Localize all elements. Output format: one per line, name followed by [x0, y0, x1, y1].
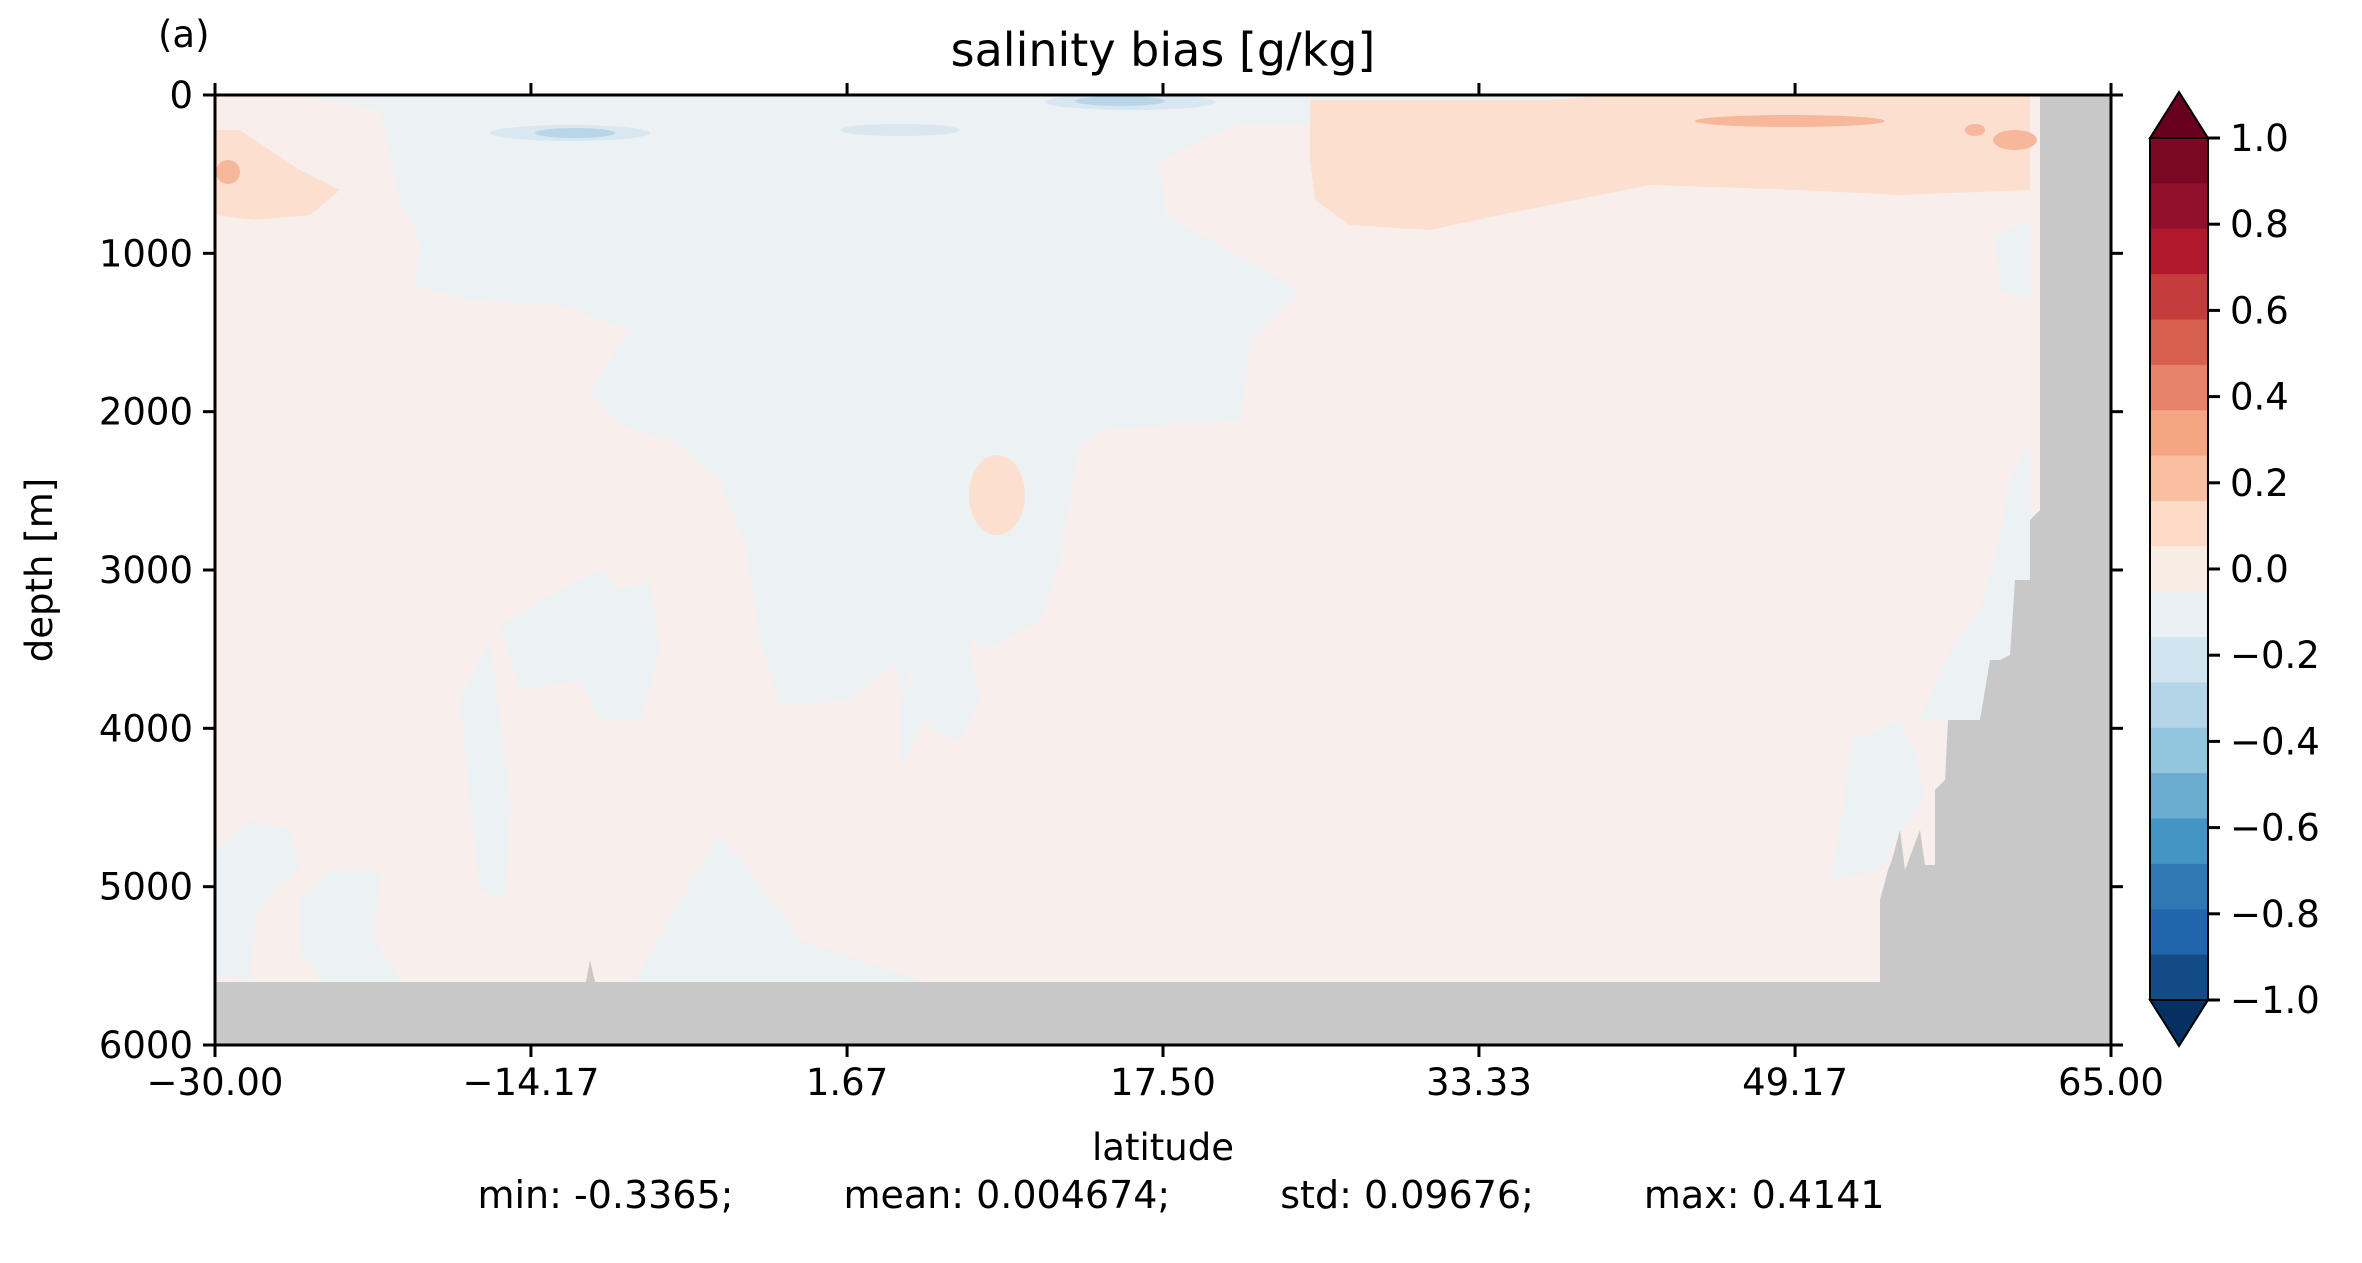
south-bottom-negative [630, 835, 925, 990]
colorbar-level [2150, 773, 2208, 820]
x-tick-label: 33.33 [1426, 1061, 1532, 1104]
x-tick-label: −14.17 [462, 1061, 599, 1104]
chart-title: salinity bias [g/kg] [951, 23, 1376, 77]
x-tick-label: 49.17 [1742, 1061, 1848, 1104]
x-tick-label: 17.50 [1110, 1061, 1216, 1104]
northern-shelf-negative [1995, 220, 2030, 300]
colorbar-level [2150, 727, 2208, 774]
y-tick-label: 2000 [99, 391, 193, 434]
y-tick-label: 5000 [99, 866, 193, 909]
surface-core-center [1075, 96, 1165, 106]
positive-core-west [216, 160, 240, 184]
colorbar-tick-label: −1.0 [2230, 979, 2320, 1022]
y-tick-label: 3000 [99, 549, 193, 592]
stat-std: std: 0.09676; [1280, 1173, 1534, 1217]
stat-min: min: -0.3365; [477, 1173, 734, 1217]
colorbar-level [2150, 954, 2208, 1001]
colorbar-tick-label: −0.6 [2230, 807, 2320, 850]
colorbar-level [2150, 455, 2208, 502]
positive-core-mid [1695, 115, 1885, 127]
colorbar-level [2150, 319, 2208, 366]
y-tick-label: 1000 [99, 232, 193, 275]
eastern-deep-negative [1830, 720, 1925, 880]
bathymetry-mask [215, 95, 2111, 1045]
northern-positive-layer [1310, 95, 2030, 230]
colorbar-level [2150, 364, 2208, 411]
plot-area [215, 95, 2111, 1045]
upper-negative-band [300, 95, 1700, 705]
colorbar-level [2150, 818, 2208, 865]
x-tick-label: 1.67 [806, 1061, 888, 1104]
y-tick-label: 0 [169, 74, 193, 117]
colorbar-tick-label: −0.4 [2230, 720, 2320, 763]
colorbar-level [2150, 183, 2208, 230]
colorbar-tick-label: 0.8 [2230, 203, 2289, 246]
colorbar-level [2150, 637, 2208, 684]
mid-depth-negative-tongue [895, 430, 1080, 770]
colorbar-level [2150, 500, 2208, 547]
y-axis: 0 1000 2000 3000 4000 5000 6000 [99, 74, 2123, 1067]
colorbar-level [2150, 138, 2208, 184]
surface-negative-cores [535, 96, 1165, 138]
colorbar-tick-label: −0.2 [2230, 634, 2320, 677]
colorbar-level [2150, 591, 2208, 638]
colorbar-tick-label: −0.8 [2230, 893, 2320, 936]
northeast-negative-column [1920, 440, 2030, 720]
y-tick-label: 6000 [99, 1024, 193, 1067]
x-axis-label: latitude [1092, 1126, 1234, 1169]
surface-core-west [535, 128, 615, 138]
colorbar-level [2150, 909, 2208, 956]
colorbar-tick-label: 0.0 [2230, 548, 2289, 591]
colorbar-level [2150, 228, 2208, 275]
stat-max: max: 0.4141 [1643, 1173, 1885, 1217]
positive-core-east2 [1965, 124, 1985, 136]
colorbar-tick-label: 0.2 [2230, 462, 2289, 505]
mid-positive-patch [969, 455, 1025, 535]
x-tick-label: 65.00 [2058, 1061, 2164, 1104]
positive-core-east [1993, 130, 2037, 150]
colorbar-level [2150, 863, 2208, 910]
surface-streak-mid [840, 124, 960, 136]
colorbar-level [2150, 546, 2208, 593]
colorbar-tick-label: 1.0 [2230, 117, 2289, 160]
positive-bias-cores [216, 115, 2037, 184]
panel-label: (a) [158, 13, 210, 56]
x-tick-label: −30.00 [147, 1061, 284, 1104]
stat-mean: mean: 0.004674; [843, 1173, 1171, 1217]
statistics-summary: min: -0.3365; mean: 0.004674; std: 0.096… [0, 1165, 2362, 1225]
colorbar-extend-max [2148, 90, 2210, 139]
colorbar: 1.0 0.8 0.6 0.4 0.2 0.0 −0.2 −0.4 −0.6 −0.8 −1.0 [2148, 90, 2320, 1048]
colorbar-level [2150, 410, 2208, 457]
western-deep-negative [460, 640, 510, 900]
southern-positive-lens [215, 130, 340, 220]
colorbar-extend-min [2148, 999, 2210, 1048]
x-axis: −30.00 −14.17 1.67 17.50 33.33 49.17 65.00 [147, 83, 2164, 1104]
southwest-bottom-negative [300, 870, 400, 990]
colorbar-tick-label: 0.6 [2230, 289, 2289, 332]
southwest-deep-negative [215, 820, 300, 980]
positive-bias-regions [215, 95, 2030, 535]
western-mid-negative [500, 570, 660, 720]
colorbar-level [2150, 274, 2208, 321]
colorbar-tick-label: 0.4 [2230, 376, 2289, 419]
y-tick-label: 4000 [99, 707, 193, 750]
y-axis-label: depth [m] [18, 478, 61, 662]
colorbar-level [2150, 682, 2208, 729]
